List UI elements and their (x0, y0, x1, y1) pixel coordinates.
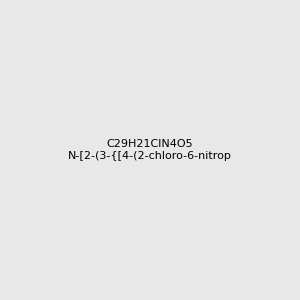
Text: C29H21ClN4O5
N-[2-(3-{[4-(2-chloro-6-nitrop: C29H21ClN4O5 N-[2-(3-{[4-(2-chloro-6-nit… (68, 139, 232, 161)
